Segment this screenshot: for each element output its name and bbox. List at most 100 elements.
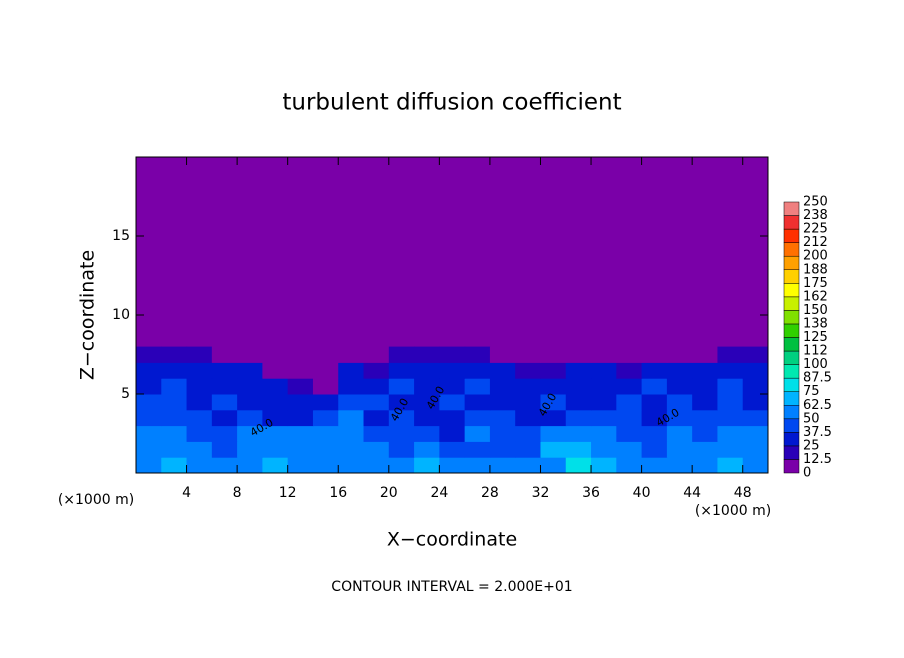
heat-cell <box>515 425 541 442</box>
heat-cell <box>717 409 744 427</box>
heat-cell <box>338 409 365 427</box>
heat-cell <box>136 394 162 411</box>
x-tick-label: 28 <box>481 485 499 501</box>
y-tick-label: 15 <box>112 228 130 244</box>
heat-cell <box>591 362 617 379</box>
heat-cell <box>742 378 769 395</box>
heat-cell <box>464 394 491 411</box>
heat-cell <box>742 409 769 427</box>
heat-cell <box>439 425 466 442</box>
x-tick-label: 24 <box>430 485 448 501</box>
heat-cell <box>641 394 668 411</box>
heat-cell <box>186 457 213 474</box>
heat-cell <box>161 425 188 442</box>
heat-cell <box>565 394 592 411</box>
heat-cell <box>287 394 314 411</box>
heat-cell <box>363 425 390 442</box>
heat-cell <box>464 346 491 363</box>
heat-cell <box>211 409 238 427</box>
heat-cell <box>464 409 491 427</box>
heat-cell <box>540 346 567 363</box>
colorbar-label: 87.5 <box>803 371 832 386</box>
heat-cell <box>439 409 466 427</box>
heat-cell <box>237 362 263 379</box>
heat-cell <box>464 362 491 379</box>
heat-cell <box>414 378 440 395</box>
heat-cell <box>211 441 238 458</box>
heat-cell <box>717 425 744 442</box>
heat-cell <box>287 457 314 474</box>
y-axis-label: Z−coordinate <box>77 250 99 380</box>
colorbar-swatch <box>783 459 800 474</box>
x-tick-label: 44 <box>683 485 701 501</box>
colorbar-swatch <box>783 418 800 433</box>
heat-cell <box>540 441 567 458</box>
heat-cell <box>186 362 213 379</box>
colorbar-label: 75 <box>803 384 820 399</box>
heat-cell <box>616 425 643 442</box>
heat-cell <box>616 378 643 395</box>
y-tick-label: 10 <box>112 307 130 323</box>
heat-cell <box>262 457 289 474</box>
heat-cell <box>591 346 617 363</box>
heat-cell <box>161 409 188 427</box>
colorbar-label: 125 <box>803 330 828 345</box>
heat-cell <box>363 346 390 363</box>
heat-cell <box>692 425 718 442</box>
x-tick-label: 48 <box>734 485 752 501</box>
heat-cell <box>388 378 415 395</box>
heat-cell <box>489 346 516 363</box>
heat-cell <box>414 457 440 474</box>
heat-cell <box>439 346 466 363</box>
heat-cell <box>464 378 491 395</box>
heat-cell <box>666 346 693 363</box>
heat-cell <box>136 409 162 427</box>
heat-cell <box>591 409 617 427</box>
heat-cell <box>515 362 541 379</box>
heat-cell <box>439 378 466 395</box>
heat-cell <box>338 346 365 363</box>
heat-cell <box>414 441 440 458</box>
colorbar-label: 175 <box>803 276 828 291</box>
heat-cell <box>565 362 592 379</box>
heat-cell <box>439 362 466 379</box>
heat-cell <box>515 441 541 458</box>
colorbar-label: 12.5 <box>803 452 832 467</box>
colorbar-swatch <box>783 242 800 257</box>
heat-cell <box>237 394 263 411</box>
heat-cell <box>565 425 592 442</box>
colorbar-label: 62.5 <box>803 398 832 413</box>
heat-cell <box>616 457 643 474</box>
heat-cell <box>692 409 718 427</box>
heat-cell <box>464 425 491 442</box>
heat-cell <box>363 394 390 411</box>
heat-cell <box>439 457 466 474</box>
heat-cell <box>312 362 339 379</box>
colorbar-swatch <box>783 405 800 420</box>
heat-cell <box>287 409 314 427</box>
heat-cell <box>237 346 263 363</box>
colorbar-swatch <box>783 201 800 216</box>
colorbar-swatch <box>783 350 800 365</box>
heat-cell <box>666 378 693 395</box>
heat-cell <box>489 409 516 427</box>
colorbar-swatch <box>783 228 800 243</box>
heat-cell <box>742 362 769 379</box>
chart-title: turbulent diffusion coefficient <box>282 90 621 116</box>
heat-cell <box>666 441 693 458</box>
heat-cell <box>742 425 769 442</box>
heat-cell <box>186 425 213 442</box>
heat-cell <box>237 425 263 442</box>
heat-cell <box>211 378 238 395</box>
heat-cell <box>641 441 668 458</box>
heat-cell <box>388 346 415 363</box>
heat-cell <box>489 457 516 474</box>
x-tick-label: 8 <box>233 485 242 501</box>
heat-cell <box>489 378 516 395</box>
colorbar-swatch <box>783 296 800 311</box>
heat-cell <box>540 409 567 427</box>
heat-cell <box>161 362 188 379</box>
heat-cell <box>439 394 466 411</box>
heat-cell <box>742 394 769 411</box>
heat-cell <box>489 425 516 442</box>
